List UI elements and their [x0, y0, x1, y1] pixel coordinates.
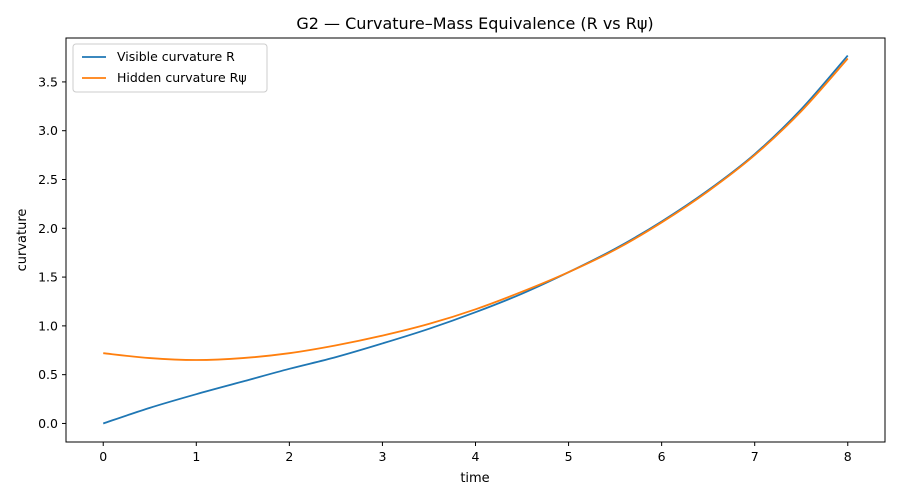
x-tick-label: 5	[565, 449, 573, 464]
x-tick-label: 0	[99, 449, 107, 464]
y-tick-label: 0.0	[38, 416, 58, 431]
series-line-hidden-curvature	[103, 57, 849, 361]
legend-box	[72, 43, 268, 93]
y-axis-label: curvature	[15, 209, 30, 272]
legend-label-visible: Visible curvature R	[117, 49, 235, 64]
series-line-visible-curvature	[102, 54, 849, 425]
legend-label-hidden: Hidden curvature Rψ	[117, 70, 247, 85]
y-tick-label: 3.0	[38, 123, 58, 138]
x-tick-label: 2	[285, 449, 293, 464]
y-tick-label: 1.5	[38, 270, 58, 285]
x-axis: 0 1 2 3 4 5 6 7 8	[99, 442, 852, 464]
y-tick-label: 0.5	[38, 367, 58, 382]
y-tick-label: 3.5	[38, 74, 58, 89]
y-tick-label: 1.0	[38, 318, 58, 333]
plot-frame	[65, 37, 886, 443]
y-tick-label: 2.5	[38, 172, 58, 187]
x-tick-label: 4	[472, 449, 480, 464]
x-axis-label: time	[460, 471, 489, 486]
x-tick-label: 1	[192, 449, 200, 464]
y-axis: 0.0 0.5 1.0 1.5 2.0 2.5 3.0 3.5	[38, 74, 66, 431]
legend: Visible curvature R Hidden curvature Rψ	[72, 43, 268, 93]
chart-title: G2 — Curvature–Mass Equivalence (R vs Rψ…	[296, 14, 653, 33]
y-tick-label: 2.0	[38, 221, 58, 236]
series-layer	[102, 54, 849, 425]
x-tick-label: 3	[378, 449, 386, 464]
x-tick-label: 8	[844, 449, 852, 464]
x-tick-label: 7	[751, 449, 759, 464]
x-tick-label: 6	[658, 449, 666, 464]
